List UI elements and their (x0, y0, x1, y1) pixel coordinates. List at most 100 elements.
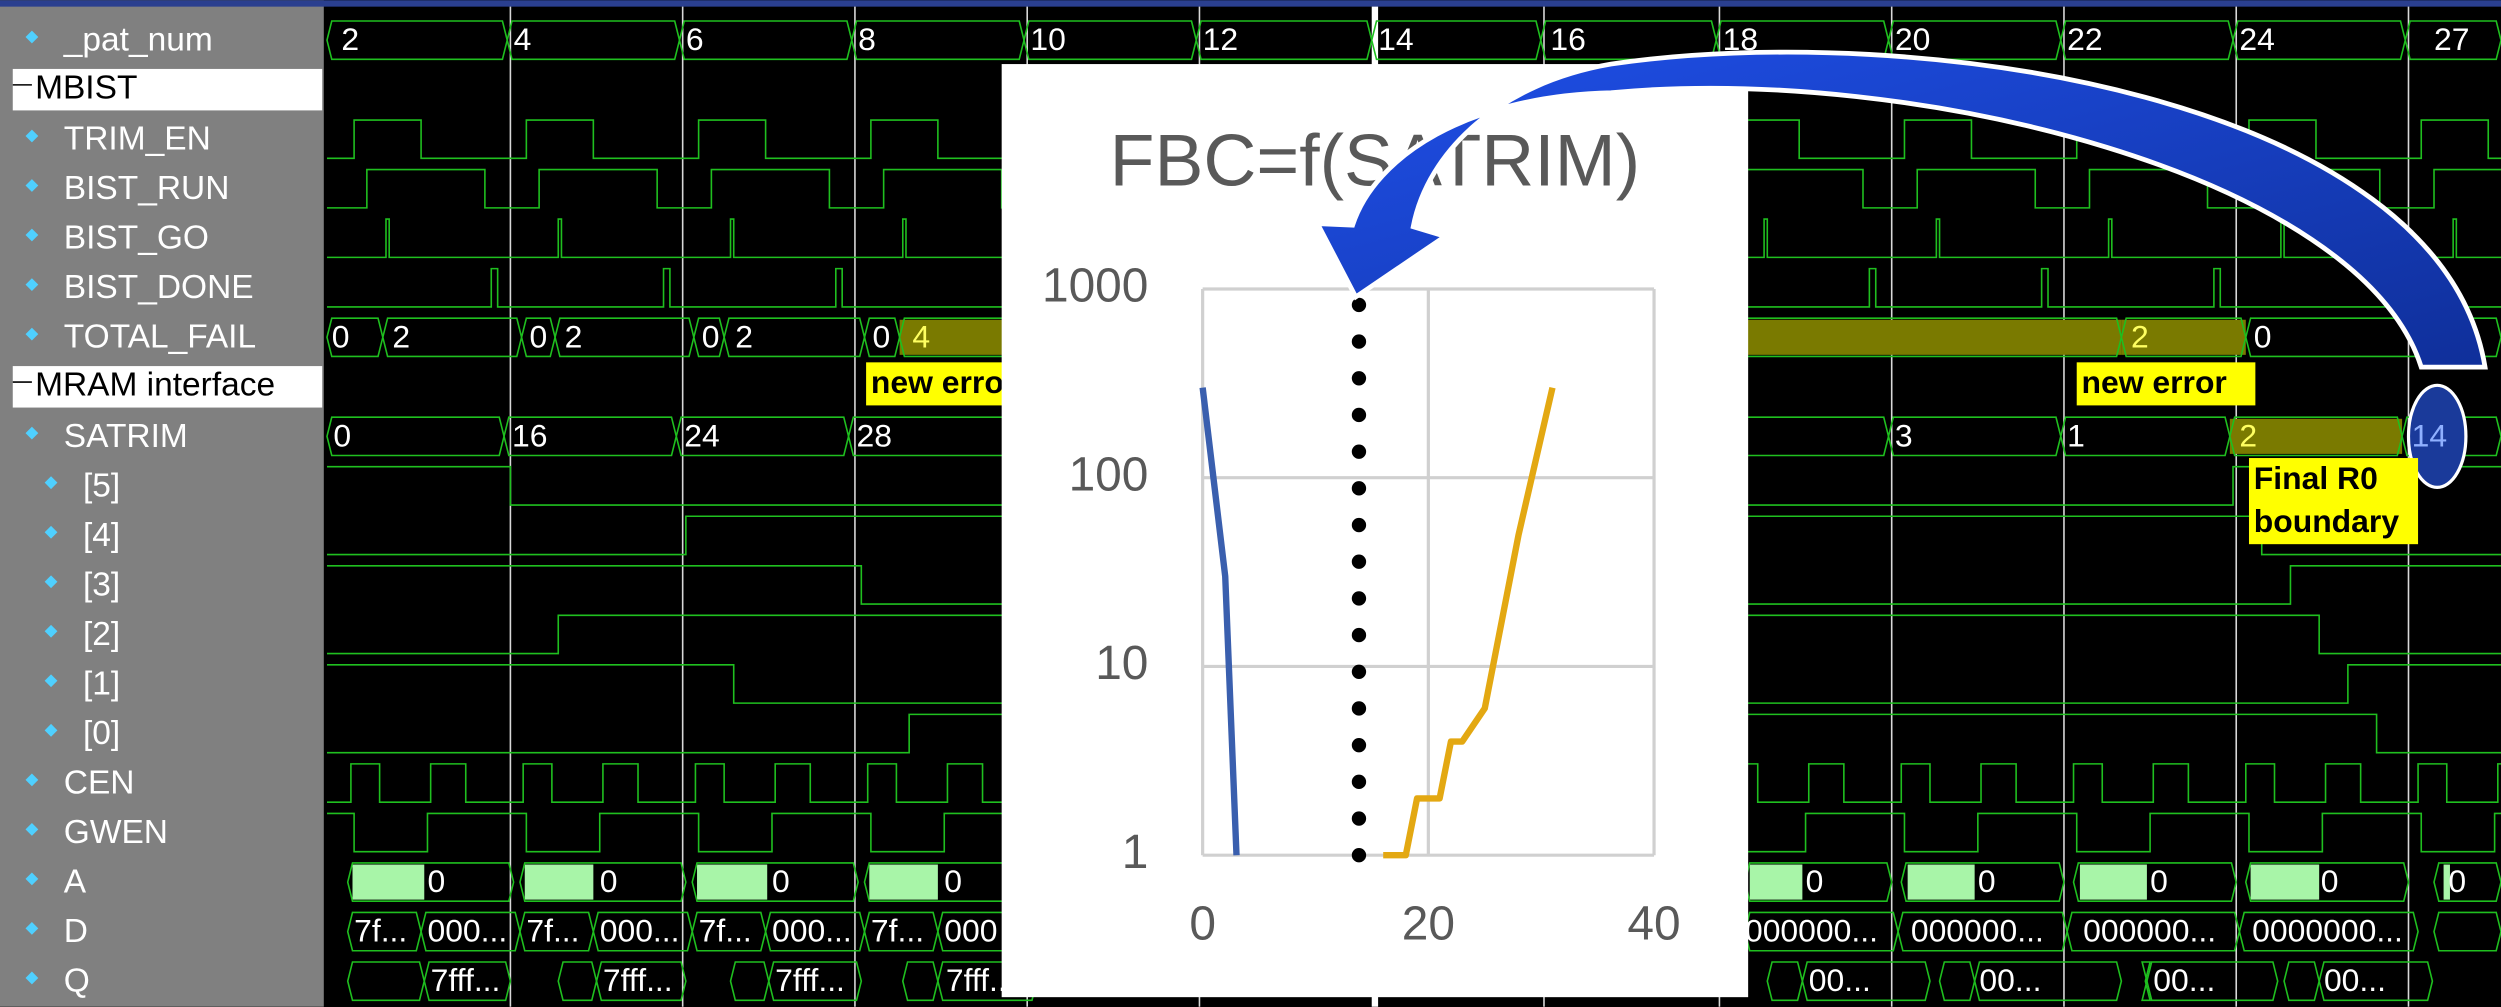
signal-name: A (64, 864, 87, 901)
y-tick-label: 1 (1122, 826, 1149, 879)
bus-value: 7f... (699, 913, 752, 949)
bus-value: 000... (427, 913, 507, 949)
signal-name: Q (64, 963, 90, 1000)
bus-value: 0 (332, 318, 350, 354)
y-tick-label: 100 (1069, 448, 1149, 501)
bus-value: 0 (2150, 863, 2168, 899)
signal-name: [1] (83, 665, 120, 702)
bus-value: 20 (1895, 21, 1930, 57)
bus-value: 22 (2067, 21, 2102, 57)
bus-value: 6 (686, 21, 704, 57)
bus-value: 2 (735, 318, 753, 354)
bus-value: 0 (1806, 863, 1824, 899)
x-tick-label: 40 (1627, 898, 1680, 951)
bus-value: 000000... (2083, 913, 2216, 949)
signal-name: BIST_RUN (64, 170, 230, 207)
signal-name: BIST_DONE (64, 269, 254, 306)
bus-value: 2 (2239, 417, 2257, 453)
bus-value: 12 (1203, 21, 1238, 57)
signal-name: BIST_GO (64, 220, 209, 257)
bus-value: 0000000... (2252, 913, 2403, 949)
bus-value: 14 (2412, 417, 2447, 453)
signal-name: _pat_num (63, 22, 213, 59)
bus-value: 0 (2448, 863, 2466, 899)
address-box (1750, 865, 1803, 900)
bus-value: 1 (2067, 417, 2085, 453)
bus-value: 0 (772, 863, 790, 899)
bus-value: 24 (2239, 21, 2274, 57)
signal-name: TOTAL_FAIL (64, 319, 256, 356)
bus-value: 16 (1550, 21, 1585, 57)
bus-value: 0 (333, 417, 351, 453)
signal-name: [5] (83, 467, 120, 504)
bus-value: 00... (2153, 962, 2215, 998)
bus-value: 2 (2131, 318, 2149, 354)
bus-value: 7f... (871, 913, 924, 949)
bus-value: 00... (1809, 962, 1871, 998)
bus-value: 4 (514, 21, 532, 57)
bus-value: 7fff... (431, 962, 501, 998)
bus-value: 00... (2324, 962, 2386, 998)
bus-value: 7f... (354, 913, 407, 949)
signal-name: [2] (83, 616, 120, 653)
bus-value: 0 (872, 318, 890, 354)
y-tick-label: 10 (1095, 637, 1148, 690)
bus-value: 000 (944, 913, 997, 949)
address-box (525, 865, 594, 900)
bus-value: 000... (772, 913, 852, 949)
bus-value: 000000... (1745, 913, 1878, 949)
bus-value: 0 (702, 318, 720, 354)
bus-value: 2 (341, 21, 359, 57)
signal-name: CEN (64, 764, 135, 801)
annotation-text: new error (2082, 364, 2227, 400)
bus-value: 16 (512, 417, 547, 453)
bus-value: 7fff... (603, 962, 673, 998)
bus-value: 7fff... (775, 962, 845, 998)
signal-name: [0] (83, 715, 120, 752)
bus-value: 2 (392, 318, 410, 354)
annotation-text: boundary (2254, 503, 2400, 539)
bus-value: 0 (944, 863, 962, 899)
bus-value: 14 (1378, 21, 1413, 57)
page: _pat_num MBIST TRIM_EN BIST_RUN BIST_GO BIST_… (0, 0, 2501, 1007)
bus-value: 4 (912, 318, 930, 354)
bus-value: 000000... (1911, 913, 2044, 949)
address-box (697, 865, 767, 900)
signal-name: D (64, 913, 88, 950)
bus-value: 0 (2254, 318, 2272, 354)
bus-value: 10 (1030, 21, 1065, 57)
address-box (2080, 865, 2147, 900)
signal-name: SATRIM (64, 418, 188, 455)
group-header: MBIST (35, 70, 137, 107)
bus-value: 3 (1895, 417, 1913, 453)
signal-name: GWEN (64, 814, 168, 851)
signal-name: [3] (83, 566, 120, 603)
address-box (1908, 865, 1975, 900)
bus-value: 28 (857, 417, 892, 453)
bus-value: 0 (2321, 863, 2339, 899)
bus-value: 00... (1979, 962, 2041, 998)
signal-name: TRIM_EN (64, 121, 211, 158)
annotation-text: new error (871, 364, 1016, 400)
annotation-text: Final R0 (2254, 460, 2378, 496)
address-box (869, 865, 938, 900)
bus-value: 27 (2434, 21, 2469, 57)
bus-value: 8 (858, 21, 876, 57)
address-box (2251, 865, 2320, 900)
group-header: MRAM interface (35, 367, 275, 404)
bus-value: 7f... (526, 913, 579, 949)
address-box (353, 865, 425, 900)
x-tick-label: 0 (1189, 898, 1216, 951)
signal-name: [4] (83, 517, 120, 554)
x-tick-label: 20 (1402, 898, 1455, 951)
bus-value: 2 (565, 318, 583, 354)
top-border (0, 0, 2501, 6)
bus-value: 0 (427, 863, 445, 899)
y-tick-label: 1000 (1042, 260, 1148, 313)
bus-value: 24 (684, 417, 719, 453)
bus-value: 000... (600, 913, 680, 949)
bus-value: 0 (1978, 863, 1996, 899)
bus-value: 0 (600, 863, 618, 899)
bus-value: 0 (530, 318, 548, 354)
waveform-window: _pat_num MBIST TRIM_EN BIST_RUN BIST_GO BIST_… (0, 0, 2501, 1007)
